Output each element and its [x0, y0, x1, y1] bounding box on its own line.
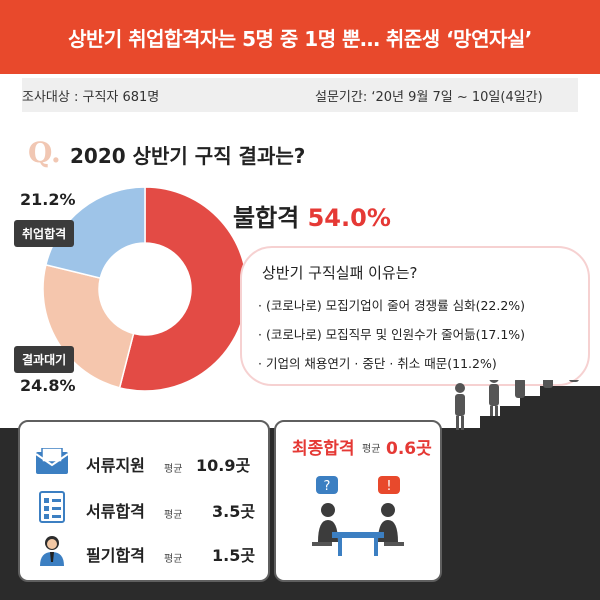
reason-item: · 기업의 채용연기 · 중단 · 취소 때문(11.2%) [258, 356, 497, 371]
reason-item: · (코로나로) 모집기업이 줄어 경쟁률 심화(22.2%) [258, 298, 526, 313]
slice-value-label-waiting: 24.8% [20, 376, 76, 395]
banner-title: 상반기 취업합격자는 5명 중 1명 뿐… 취준생 ‘망연자실’ [68, 26, 532, 51]
stat-avg-apply: 평균 [164, 464, 183, 475]
slice-waiting [42, 263, 135, 389]
fail-label: 불합격 [233, 204, 300, 232]
reasons-box [240, 246, 590, 386]
question-mark-label: Q. [28, 136, 61, 169]
stat-value-doc-pass: 3.5곳 [212, 502, 256, 521]
slice-tag-waiting: 결과대기 [14, 346, 75, 373]
reasons-title: 상반기 구직실패 이유는? [262, 264, 418, 282]
slice-tag-hired: 취업합격 [14, 220, 75, 247]
final-pass-panel [274, 420, 442, 582]
fail-headline: 불합격 54.0% [233, 198, 391, 233]
stat-value-apply: 10.9곳 [196, 456, 251, 475]
stat-value-written-pass: 1.5곳 [212, 546, 256, 565]
header-banner: 상반기 취업합격자는 5명 중 1명 뿐… 취준생 ‘망연자실’ [0, 0, 600, 74]
interview-icon: ? ! [312, 476, 404, 556]
svg-text:?: ? [324, 479, 331, 494]
svg-text:!: ! [386, 479, 391, 494]
stat-label-written-pass: 필기합격 [86, 546, 145, 565]
fail-value: 54.0% [307, 204, 391, 232]
question-text: 2020 상반기 구직 결과는? [70, 144, 306, 168]
person-icon [40, 536, 64, 566]
stat-avg-doc-pass: 평균 [164, 510, 183, 521]
final-pass-label: 최종합격 [292, 439, 355, 459]
slice-value-label-hired: 21.2% [20, 190, 76, 209]
slice-fail [118, 186, 248, 392]
survey-period: 설문기간: ‘20년 9월 7일 ~ 10일(4일간) [315, 90, 543, 105]
envelope-icon [35, 448, 69, 474]
stat-avg-written-pass: 평균 [164, 554, 183, 565]
checklist-icon [39, 491, 65, 523]
stat-label-doc-pass: 서류합격 [86, 502, 145, 521]
final-pass-value: 0.6곳 [386, 439, 432, 459]
reason-item: · (코로나로) 모집직무 및 인원수가 줄어듦(17.1%) [258, 327, 526, 342]
survey-target: 조사대상 : 구직자 681명 [22, 90, 160, 105]
donut-chart [42, 186, 248, 392]
stat-label-apply: 서류지원 [86, 456, 145, 475]
final-pass-avg: 평균 [362, 444, 381, 455]
survey-info-bar [22, 78, 578, 112]
